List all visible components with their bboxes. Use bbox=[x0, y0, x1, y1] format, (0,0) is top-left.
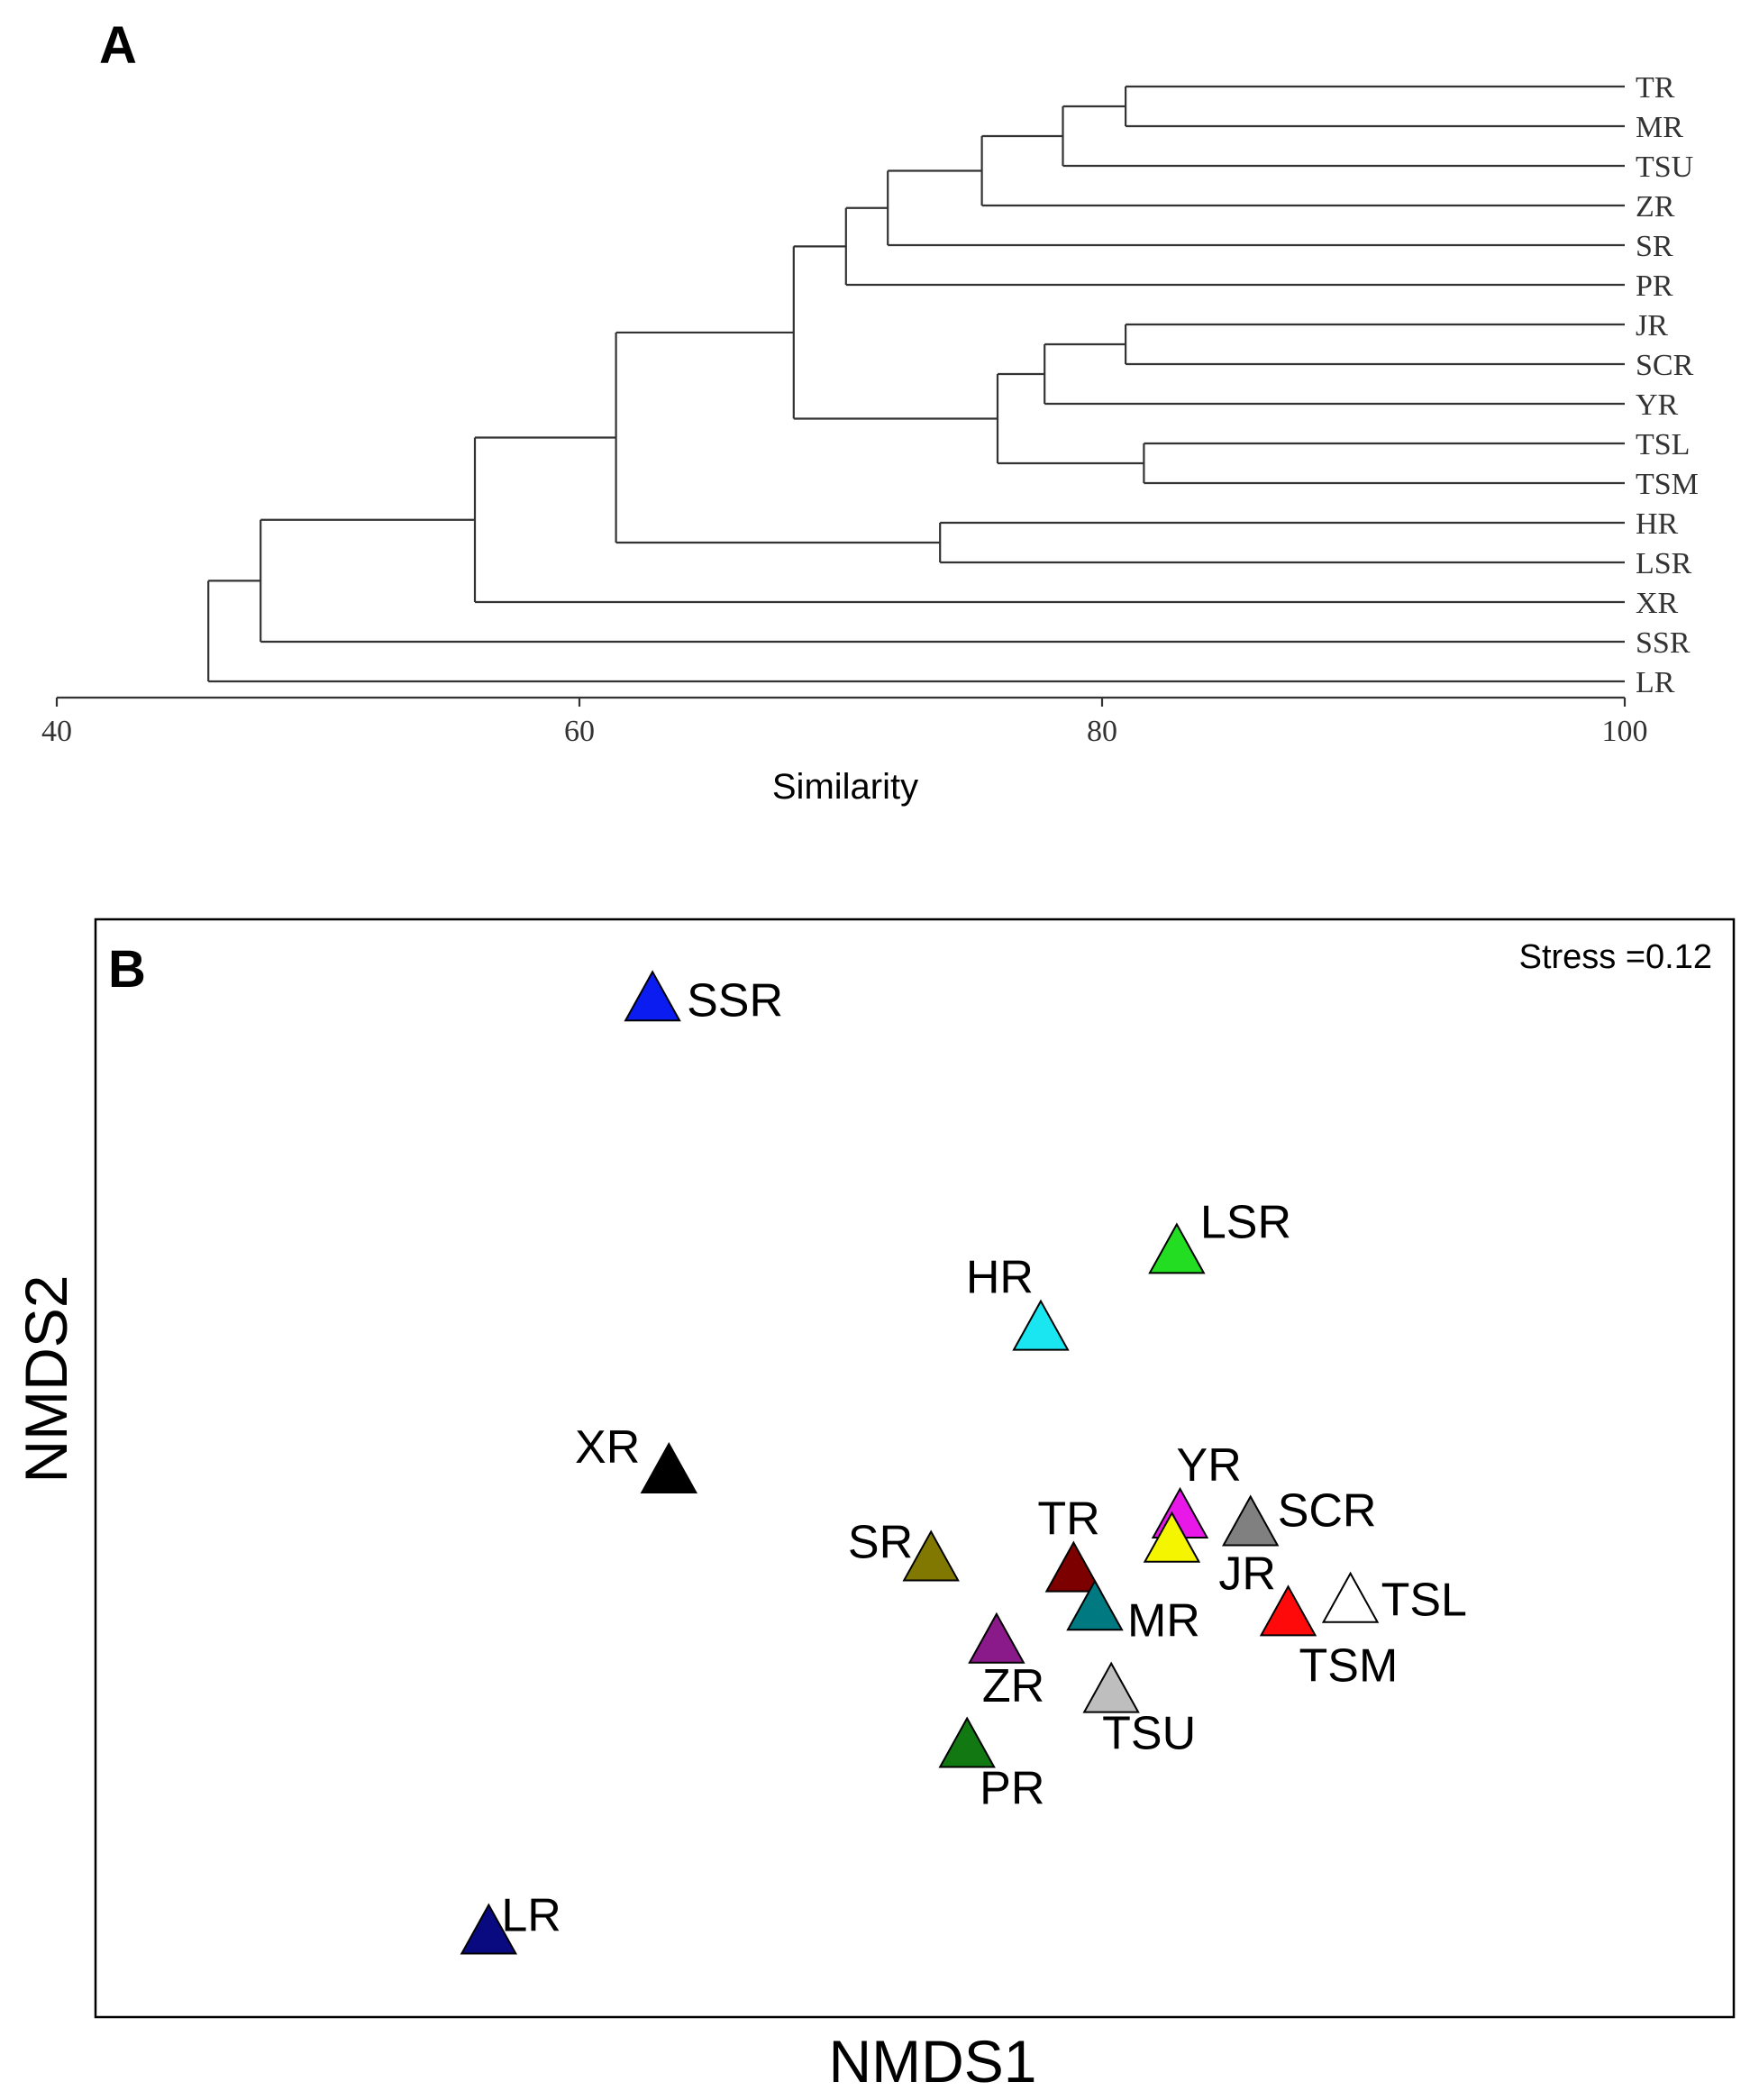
point-label-hr: HR bbox=[966, 1252, 1034, 1304]
point-marker-pr bbox=[938, 1716, 996, 1768]
leaf-label-tsu: TSU bbox=[1636, 151, 1693, 184]
leaf-label-ssr: SSR bbox=[1636, 626, 1691, 660]
dendrogram-leaf-labels: TR MR TSU ZR SR PR JR SCR YR TSL TSM HR LSR XR SSR LR bbox=[1636, 71, 1699, 699]
point-marker-xr bbox=[640, 1441, 697, 1493]
leaf-label-tr: TR bbox=[1636, 71, 1675, 105]
point-marker-jr bbox=[1143, 1511, 1201, 1563]
leaf-label-lr: LR bbox=[1636, 666, 1675, 699]
leaf-label-pr: PR bbox=[1636, 269, 1673, 303]
leaf-label-hr: HR bbox=[1636, 507, 1679, 541]
point-label-ssr: SSR bbox=[687, 974, 783, 1027]
point-marker-scr bbox=[1221, 1494, 1280, 1547]
point-marker-tsm bbox=[1259, 1584, 1317, 1637]
panel-b-letter: B bbox=[108, 940, 146, 999]
point-label-scr: SCR bbox=[1278, 1484, 1377, 1537]
point-marker-mr bbox=[1066, 1579, 1124, 1631]
leaf-label-scr: SCR bbox=[1636, 349, 1694, 382]
point-marker-zr bbox=[968, 1612, 1025, 1664]
point-label-tsl: TSL bbox=[1381, 1575, 1467, 1627]
nmds1-axis-title: NMDS1 bbox=[828, 2028, 1036, 2095]
nmds-plot-frame bbox=[94, 918, 1736, 2019]
tick-label-40: 40 bbox=[41, 715, 72, 748]
tick-label-60: 60 bbox=[564, 715, 595, 748]
leaf-label-lsr: LSR bbox=[1636, 547, 1692, 580]
tick-label-80: 80 bbox=[1087, 715, 1117, 748]
leaf-label-tsl: TSL bbox=[1636, 428, 1690, 461]
similarity-axis-ticks: 40 60 80 100 bbox=[41, 698, 1648, 748]
point-label-tr: TR bbox=[1037, 1493, 1099, 1546]
point-marker-sr bbox=[902, 1529, 960, 1582]
point-marker-tr bbox=[1044, 1540, 1103, 1593]
point-label-sr: SR bbox=[848, 1516, 913, 1568]
point-label-lr: LR bbox=[501, 1890, 561, 1942]
point-label-zr: ZR bbox=[982, 1660, 1044, 1712]
nmds2-axis-title: NMDS2 bbox=[13, 1274, 79, 1483]
point-marker-tsu bbox=[1082, 1661, 1140, 1713]
point-label-tsu: TSU bbox=[1102, 1708, 1196, 1760]
leaf-label-mr: MR bbox=[1636, 111, 1683, 144]
point-label-jr: JR bbox=[1218, 1548, 1276, 1601]
leaf-label-jr: JR bbox=[1636, 309, 1668, 342]
point-marker-ssr bbox=[624, 970, 681, 1022]
panel-a-letter: A bbox=[99, 16, 137, 75]
point-label-pr: PR bbox=[980, 1763, 1044, 1815]
dendrogram-panel: A TR MR TSU ZR SR PR JR SCR YR TSL TSM HR LSR XR SSR LR… bbox=[41, 16, 1699, 807]
dendrogram-branches bbox=[207, 85, 1625, 683]
point-marker-hr bbox=[1012, 1299, 1070, 1351]
point-label-tsm: TSM bbox=[1299, 1639, 1399, 1692]
leaf-label-sr: SR bbox=[1636, 230, 1673, 263]
leaf-label-yr: YR bbox=[1636, 388, 1679, 422]
point-label-mr: MR bbox=[1127, 1594, 1200, 1647]
point-marker-lsr bbox=[1148, 1222, 1206, 1274]
tick-label-100: 100 bbox=[1602, 715, 1648, 748]
point-marker-tsl bbox=[1321, 1571, 1380, 1623]
leaf-label-xr: XR bbox=[1636, 587, 1679, 620]
stress-annotation: Stress =0.12 bbox=[1519, 938, 1712, 976]
point-label-xr: XR bbox=[575, 1421, 640, 1474]
point-label-lsr: LSR bbox=[1200, 1196, 1291, 1248]
leaf-label-zr: ZR bbox=[1636, 190, 1675, 224]
point-label-yr: YR bbox=[1177, 1439, 1242, 1492]
point-marker-lr bbox=[460, 1903, 518, 1955]
leaf-label-tsm: TSM bbox=[1636, 468, 1699, 501]
similarity-axis-title: Similarity bbox=[772, 767, 918, 807]
